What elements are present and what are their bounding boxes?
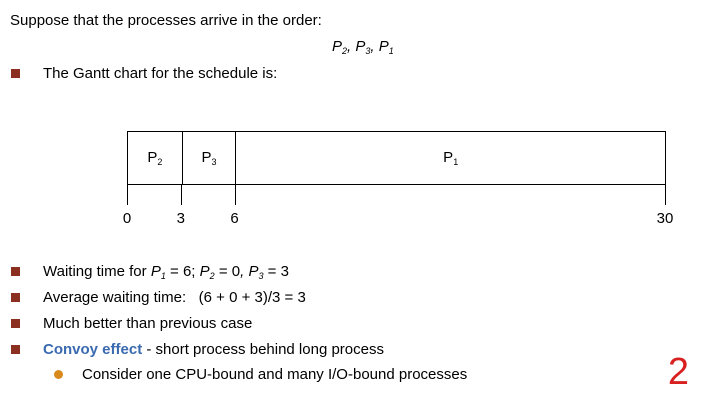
convoy-effect-term: Convoy effect bbox=[43, 341, 143, 358]
bullet-square-icon bbox=[11, 293, 20, 302]
bullet-square-icon bbox=[11, 319, 20, 328]
convoy-desc: - short process behind long process bbox=[142, 341, 384, 358]
average-waiting-bullet: Average waiting time: (6 + 0 + 3)/3 = 3 bbox=[43, 289, 306, 306]
gantt-segment: P1 bbox=[235, 132, 665, 184]
arrival-order: P2, P3, P1 bbox=[332, 38, 394, 56]
order-p3: P bbox=[355, 38, 366, 55]
segment-process-sub: 3 bbox=[211, 157, 217, 167]
order-sep-1: , bbox=[347, 38, 352, 55]
convoy-bullet: Convoy effect - short process behind lon… bbox=[43, 341, 384, 359]
segment-process-name: P bbox=[443, 149, 454, 166]
gantt-segment-label: P1 bbox=[443, 149, 459, 167]
consider-sub-bullet: Consider one CPU-bound and many I/O-boun… bbox=[82, 366, 468, 383]
order-sep-2: , bbox=[370, 38, 375, 55]
order-p2: P bbox=[332, 38, 343, 55]
page-number: 2 bbox=[667, 351, 689, 393]
bullet-square-icon bbox=[11, 345, 20, 354]
bullet-square-icon bbox=[11, 69, 20, 78]
gantt-segment: P2 bbox=[128, 132, 182, 184]
gantt-tick bbox=[665, 185, 666, 205]
waiting-p3: P bbox=[248, 263, 259, 280]
gantt-chart: P2 P3 P1 bbox=[127, 131, 666, 185]
segment-process-name: P bbox=[147, 149, 158, 166]
waiting-p1-val: = 6; bbox=[165, 263, 196, 280]
waiting-p1-sub: 1 bbox=[160, 271, 166, 281]
gantt-tick bbox=[180, 185, 182, 205]
waiting-p2-sub: 2 bbox=[209, 271, 215, 281]
waiting-p2: P bbox=[199, 263, 210, 280]
gantt-tick-label: 0 bbox=[122, 210, 132, 227]
gantt-segment-label: P2 bbox=[147, 149, 163, 167]
intro-text: Suppose that the processes arrive in the… bbox=[10, 12, 322, 29]
gantt-segment-label: P3 bbox=[201, 149, 217, 167]
waiting-p3-sub: 3 bbox=[258, 271, 264, 281]
gantt-caption: The Gantt chart for the schedule is: bbox=[43, 65, 278, 82]
order-p1: P bbox=[378, 38, 389, 55]
segment-process-sub: 2 bbox=[157, 157, 163, 167]
segment-process-name: P bbox=[201, 149, 212, 166]
order-p2-sub: 2 bbox=[342, 46, 348, 56]
order-p3-sub: 3 bbox=[365, 46, 371, 56]
gantt-tick bbox=[234, 185, 236, 205]
gantt-tick bbox=[127, 185, 128, 205]
gantt-tick-label: 30 bbox=[656, 210, 674, 227]
gantt-segment: P3 bbox=[181, 132, 236, 184]
gantt-tick-label: 6 bbox=[230, 210, 239, 227]
waiting-p3-val: = 3 bbox=[263, 263, 289, 280]
bullet-square-icon bbox=[11, 267, 20, 276]
segment-process-sub: 1 bbox=[453, 157, 459, 167]
better-bullet: Much better than previous case bbox=[43, 315, 253, 332]
order-p1-sub: 1 bbox=[388, 46, 394, 56]
waiting-time-bullet: Waiting time for P1 = 6; P2 = 0, P3 = 3 bbox=[43, 263, 289, 281]
gantt-tick-label: 3 bbox=[176, 210, 185, 227]
waiting-sep: , bbox=[240, 263, 245, 280]
waiting-prefix: Waiting time for bbox=[43, 263, 151, 280]
waiting-p2-val: = 0 bbox=[214, 263, 241, 280]
waiting-p1: P bbox=[150, 263, 161, 280]
sub-bullet-dot-icon bbox=[54, 370, 63, 379]
